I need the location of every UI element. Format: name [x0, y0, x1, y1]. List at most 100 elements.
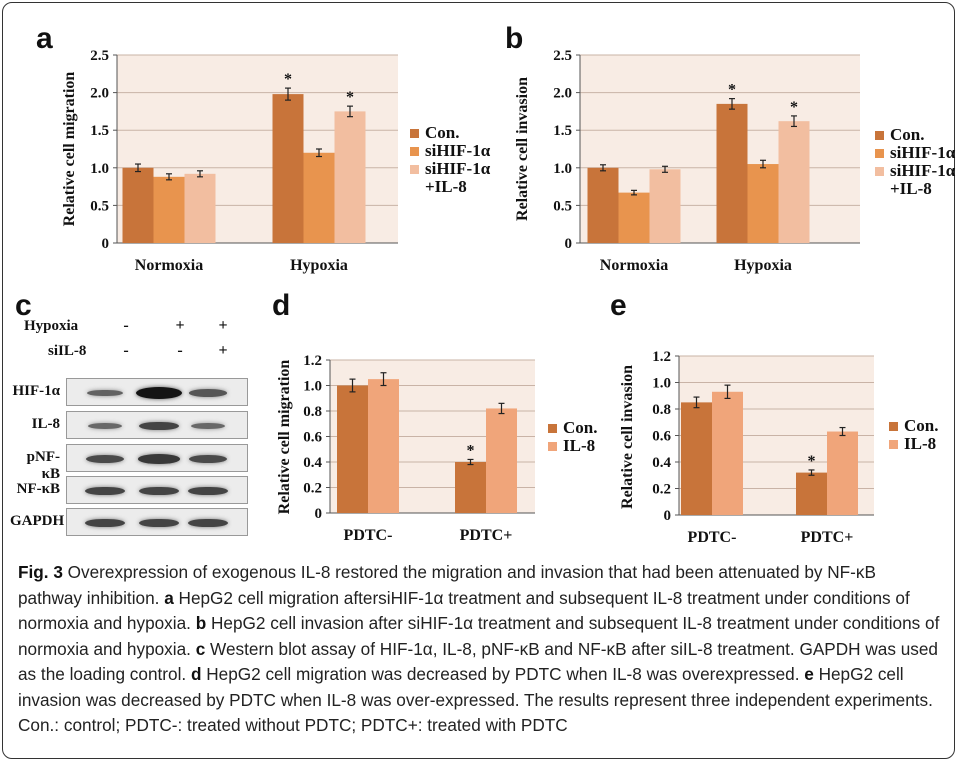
y-tick-label: 2.0: [553, 86, 572, 102]
blot-header-mark: +: [218, 342, 228, 359]
blot-header-label: Hypoxia: [24, 318, 79, 334]
x-category-label: PDTC-: [344, 527, 393, 544]
caption-panel-ref: c: [195, 638, 206, 659]
y-tick-label: 0.4: [303, 455, 322, 471]
y-axis-label: Relative cell invasion: [514, 77, 531, 221]
chart-b-invasion: 0 0.5 1.0 1.5 2.0 2.5 Normoxia Hypoxia * * Relativ…: [514, 48, 956, 274]
significance-asterisk: *: [284, 71, 292, 88]
significance-asterisk: *: [728, 82, 736, 99]
figure-caption: Fig. 3 Overexpression of exogenous IL-8 …: [18, 560, 943, 739]
blot-row-label: NF-κB: [16, 481, 60, 497]
y-tick-label: 0.8: [652, 402, 671, 418]
y-tick-label: 0.6: [652, 429, 671, 445]
y-tick-label: 2.5: [90, 48, 109, 64]
y-tick-label: 0: [664, 508, 672, 524]
blot-band: [85, 518, 125, 528]
blot-band: [85, 486, 125, 496]
y-tick-label: 1.5: [553, 123, 572, 139]
y-tick-label: 1.0: [553, 161, 572, 177]
caption-panel-ref: b: [195, 613, 207, 633]
bar: [368, 379, 399, 513]
chart-plot-group: 0 0.5 1.0 1.5 2.0 2.5 Normoxia Hypoxia * * Relativ…: [514, 48, 956, 274]
legend-label: siHIF-1α: [890, 161, 956, 180]
x-category-label: PDTC+: [460, 527, 513, 544]
legend-label: IL-8: [904, 434, 936, 453]
y-tick-label: 0.5: [553, 198, 572, 214]
blot-row-label: GAPDH: [10, 513, 65, 529]
bar: [681, 402, 712, 515]
blot-header-mark: -: [177, 342, 183, 359]
bar: [649, 169, 681, 243]
blot-band: [188, 518, 228, 528]
chart-plot-group: 0 0.2 0.4 0.6 0.8 1.0 1.2 PDTC- PDTC+ * Relative c…: [619, 349, 938, 546]
y-tick-label: 0.8: [303, 404, 322, 420]
legend-swatch: [875, 149, 884, 158]
y-tick-label: 1.0: [652, 376, 671, 392]
significance-asterisk: *: [467, 442, 475, 459]
bar: [337, 385, 368, 513]
blot-band: [136, 387, 182, 399]
legend-label: Con.: [425, 123, 459, 142]
western-blot-panel: Hypoxia - + + siIL-8 - - + HIF-1α IL-8 pNF…: [10, 317, 248, 536]
bar: [455, 462, 486, 513]
blot-strip: [66, 508, 248, 536]
bar: [712, 391, 743, 515]
blot-band: [190, 422, 226, 430]
legend-label: +IL-8: [890, 179, 932, 198]
y-tick-label: 0: [565, 236, 573, 252]
significance-asterisk: *: [346, 89, 354, 106]
bar: [303, 152, 335, 243]
chart-plot-group: 0 0.2 0.4 0.6 0.8 1.0 1.2 PDTC- PDTC+ * Relative c…: [276, 353, 597, 544]
caption-text: Western blot assay of HIF-1α, IL-8, pNF-…: [18, 638, 938, 685]
blot-band: [139, 421, 179, 431]
blot-header-mark: +: [218, 317, 228, 334]
chart-e-invasion: 0 0.2 0.4 0.6 0.8 1.0 1.2 PDTC- PDTC+ * Relative c…: [619, 349, 938, 546]
x-category-label: PDTC-: [688, 529, 737, 546]
caption-panel-ref: d: [190, 664, 202, 684]
bar: [486, 408, 517, 513]
y-tick-label: 1.2: [652, 349, 671, 365]
y-tick-label: 0.5: [90, 198, 109, 214]
y-tick-label: 1.2: [303, 353, 322, 369]
caption-label: Fig. 3: [18, 562, 63, 582]
legend-swatch: [410, 147, 419, 156]
blot-band: [188, 454, 228, 464]
y-tick-label: 2.0: [90, 86, 109, 102]
chart-a-migration: 0 0.5 1.0 1.5 2.0 2.5 Normoxia Hypoxia * * Relativ…: [61, 48, 491, 274]
blot-band: [87, 422, 123, 430]
legend-label: IL-8: [563, 436, 595, 455]
caption-text: HepG2 cell migration was decreased by PD…: [201, 664, 805, 684]
caption-text: HepG2 cell invasion after siHIF-1α treat…: [18, 613, 940, 659]
blot-header-mark: -: [123, 342, 129, 359]
bar: [716, 103, 748, 243]
chart-d-migration: 0 0.2 0.4 0.6 0.8 1.0 1.2 PDTC- PDTC+ * Relative c…: [276, 353, 597, 544]
y-tick-label: 0.2: [303, 481, 322, 497]
bar: [184, 173, 216, 243]
y-axis-label: Relative cell migration: [276, 360, 293, 515]
x-category-label: PDTC+: [801, 529, 854, 546]
legend-swatch: [889, 440, 898, 449]
blot-band: [85, 454, 125, 464]
caption-panel-ref: e: [804, 664, 814, 684]
y-tick-label: 0: [102, 236, 110, 252]
bar: [618, 192, 650, 243]
y-tick-label: 2.5: [553, 48, 572, 64]
panel-letter-d: d: [272, 289, 291, 322]
y-axis-label: Relative cell migration: [61, 72, 78, 227]
legend-label: siHIF-1α: [890, 143, 956, 162]
x-category-label: Hypoxia: [734, 257, 792, 274]
caption-text: HepG2 cell invasion was decreased by PDT…: [18, 664, 933, 735]
legend-swatch: [889, 422, 898, 431]
panel-letter-a: a: [36, 22, 53, 55]
legend-swatch: [548, 424, 557, 433]
y-axis-label: Relative cell invasion: [619, 365, 636, 509]
panel-letter-c: c: [15, 289, 32, 322]
blot-strip: [66, 378, 248, 406]
y-tick-label: 1.0: [303, 379, 322, 395]
y-tick-label: 0: [315, 506, 323, 522]
y-tick-label: 0.4: [652, 455, 671, 471]
significance-asterisk: *: [808, 453, 816, 470]
significance-asterisk: *: [790, 99, 798, 116]
bar: [747, 164, 779, 243]
